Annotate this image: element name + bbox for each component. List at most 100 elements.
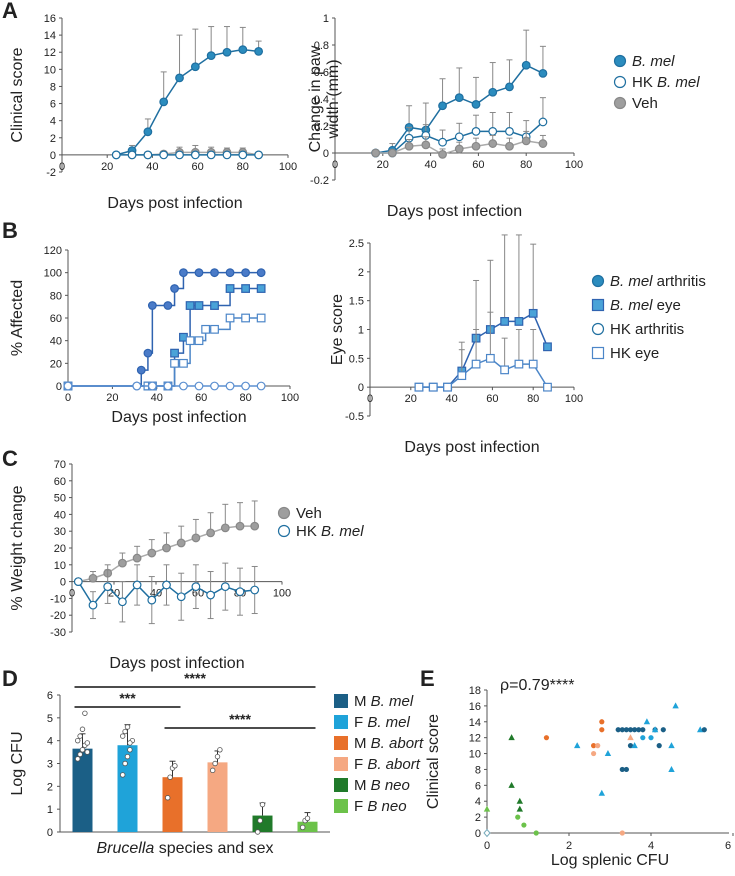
scatter-point <box>701 727 707 733</box>
series-b-mel-eye <box>63 284 266 391</box>
scatter-point <box>631 742 638 749</box>
legend-marker <box>613 96 627 110</box>
data-point <box>404 141 414 151</box>
data-point <box>176 592 186 602</box>
data-point <box>117 558 127 568</box>
data-point <box>454 93 464 103</box>
data-point <box>438 149 447 159</box>
series-line <box>68 317 262 387</box>
legend-label: HK B. mel <box>632 74 700 91</box>
legend-text-part: eye <box>653 297 681 314</box>
x-tick-label: 20 <box>405 393 417 405</box>
x-tick-label: 80 <box>239 392 251 404</box>
x-axis-label: Days post infection <box>404 439 539 456</box>
bar <box>162 777 183 832</box>
y-tick-label: 0 <box>60 577 66 589</box>
y-tick-label: 4 <box>50 116 56 128</box>
y-tick-label: 16 <box>469 701 481 713</box>
chart-d-log-cfu: 0 1 2 3 4 5 6 Log CFU Brucella species and sex **… <box>9 670 330 857</box>
bar <box>207 762 228 832</box>
y-tick-label: 4 <box>475 796 481 808</box>
x-tick-label: 0 <box>484 840 490 852</box>
data-point <box>206 150 216 160</box>
y-tick-label: -10 <box>50 593 66 605</box>
legend-swatch <box>334 799 348 813</box>
data-point <box>117 597 127 607</box>
data-point <box>79 726 86 732</box>
data-point <box>241 381 251 391</box>
legend-label: M B. abort <box>354 735 424 752</box>
scatter-point <box>543 735 550 741</box>
x-axis-label-part: species and sex <box>154 840 273 857</box>
scatter-point <box>640 727 646 733</box>
y-tick-label: 12 <box>44 47 56 59</box>
legend-label: HK B. mel <box>296 523 364 540</box>
data-point <box>257 817 263 824</box>
data-point <box>206 528 216 538</box>
legend-swatch <box>334 778 348 792</box>
scatter-point <box>598 789 605 796</box>
y-tick-label: 8 <box>50 81 56 93</box>
data-point <box>256 313 266 323</box>
legend-label: HK arthritis <box>610 321 684 338</box>
y-tick-label: -0.2 <box>310 175 329 187</box>
data-point <box>454 132 464 142</box>
series-veh <box>371 130 548 159</box>
data-point <box>438 101 447 111</box>
legend-marker <box>591 322 605 336</box>
legend-label: Veh <box>296 505 322 522</box>
x-axis-label: Log splenic CFU <box>551 852 669 869</box>
series-b-mel <box>111 26 264 160</box>
x-tick-label: 2 <box>566 840 572 852</box>
x-axis-label: Days post infection <box>387 203 522 220</box>
y-tick-label: 100 <box>44 268 62 280</box>
scatter-point <box>516 797 523 804</box>
scatter-point <box>668 765 675 772</box>
data-point <box>300 824 306 831</box>
y-tick-label: -2 <box>46 167 56 179</box>
y-tick-label: 4 <box>47 736 53 748</box>
data-point <box>543 342 552 352</box>
y-tick-label: 60 <box>50 313 62 325</box>
data-point <box>74 737 81 744</box>
data-point <box>528 308 538 318</box>
scatter-point <box>636 727 642 733</box>
bar <box>72 748 93 832</box>
data-point <box>194 336 204 346</box>
data-point <box>143 348 153 358</box>
legend-text-part: HK eye <box>610 345 659 362</box>
data-point <box>214 753 221 760</box>
data-point <box>147 381 157 391</box>
data-point <box>521 136 531 146</box>
data-point <box>127 740 133 746</box>
correlation-annotation: ρ=0.79**** <box>500 677 575 694</box>
series-line <box>418 357 549 388</box>
data-point <box>471 141 481 151</box>
data-point <box>488 139 498 148</box>
y-tick-label: 80 <box>50 290 62 302</box>
data-point <box>201 324 211 334</box>
y-axis-label: Log CFU <box>9 731 26 795</box>
y-tick-label: 0.2 <box>314 121 329 133</box>
data-point <box>124 724 131 730</box>
data-point <box>136 365 146 375</box>
x-tick-label: 80 <box>527 393 539 405</box>
x-tick-label: 100 <box>279 161 297 173</box>
scatter-point <box>672 702 679 709</box>
data-point <box>538 117 548 127</box>
legend-marker <box>277 524 291 538</box>
data-point <box>371 148 381 158</box>
data-point <box>162 543 171 553</box>
data-point <box>185 301 195 310</box>
y-axis-label-line: width (mm) <box>325 59 342 139</box>
data-point <box>63 381 73 391</box>
x-tick-label: 100 <box>565 159 583 171</box>
x-tick-label: 60 <box>195 392 207 404</box>
y-axis-label: % Affected <box>9 280 26 356</box>
y-axis-label-line: Change in paw <box>307 45 324 152</box>
scatter-point <box>632 727 638 733</box>
y-tick-label: 10 <box>54 560 66 572</box>
data-point <box>210 301 219 310</box>
data-point <box>167 774 173 780</box>
